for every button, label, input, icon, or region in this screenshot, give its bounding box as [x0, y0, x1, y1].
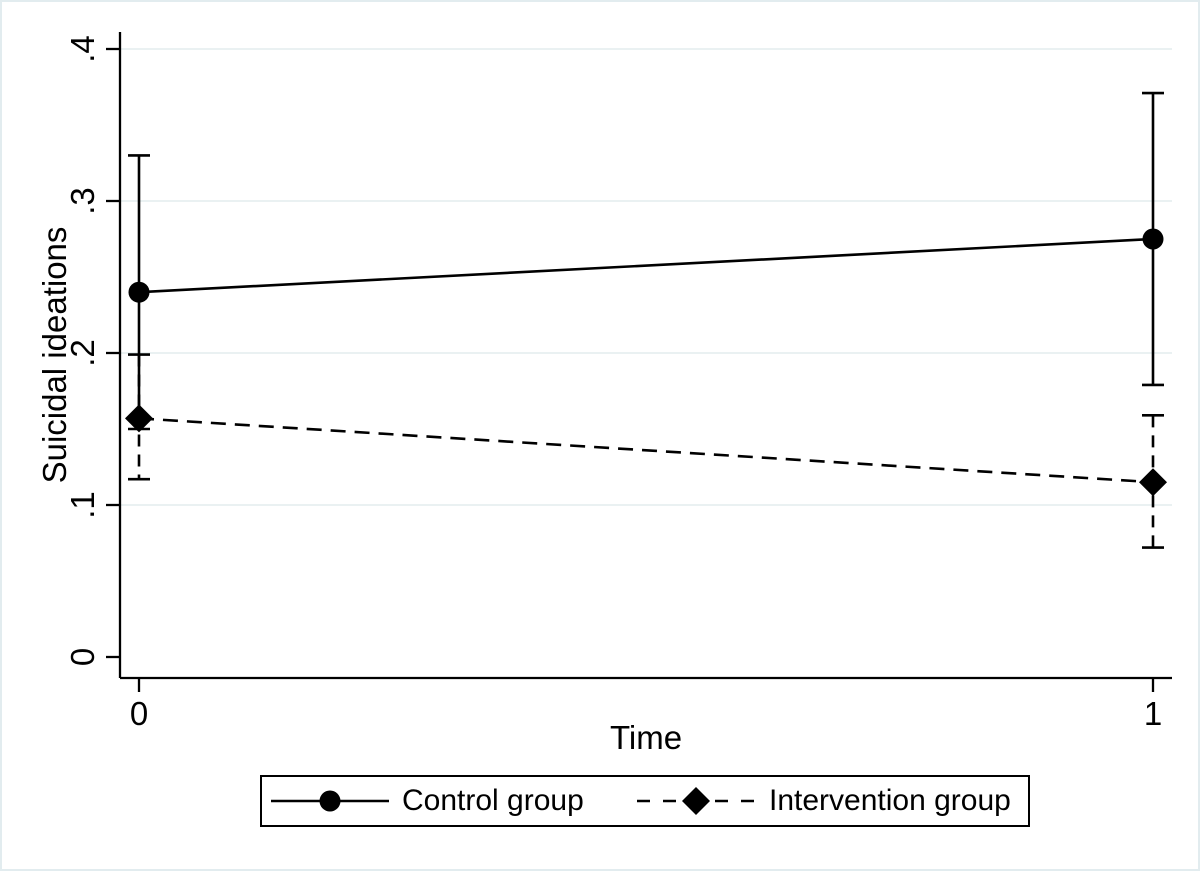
legend-label-intervention-group: Intervention group	[769, 784, 1011, 817]
y-tick-label: .4	[64, 35, 101, 63]
x-tick-label: 1	[1144, 695, 1162, 732]
data-point-circle	[128, 281, 150, 303]
legend-label-control-group: Control group	[402, 784, 584, 817]
series-line	[138, 417, 1154, 484]
x-axis-title: Time	[609, 719, 683, 756]
y-tick-label: .1	[64, 491, 101, 519]
y-axis-title: Suicidal ideations	[36, 226, 73, 484]
legend: Control group Intervention group	[260, 775, 1030, 827]
y-tick-label: 0	[64, 648, 101, 666]
solid-line-circle-marker-icon	[271, 790, 389, 812]
series-line	[138, 237, 1154, 294]
data-point-diamond	[1139, 468, 1167, 497]
x-tick-label: 0	[130, 695, 148, 732]
y-tick-label: .2	[64, 339, 101, 367]
data-point-diamond	[125, 404, 153, 433]
dashed-line-diamond-marker-icon	[637, 787, 755, 815]
y-tick-label: .3	[64, 187, 101, 215]
data-point-circle	[1142, 228, 1164, 250]
